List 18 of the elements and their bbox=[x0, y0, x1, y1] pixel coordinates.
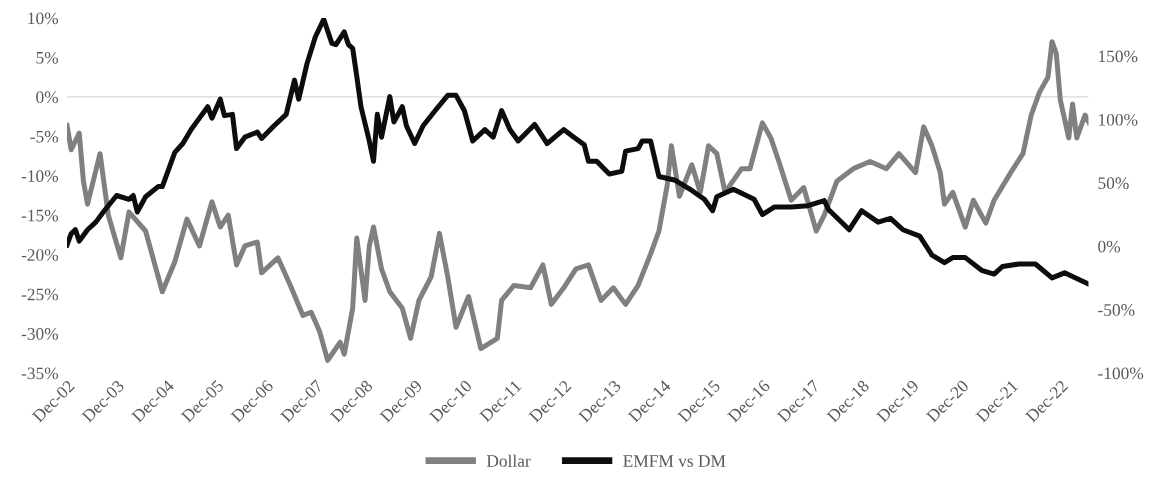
y2-tick-label: 150% bbox=[1099, 50, 1138, 63]
legend-label: EMFM vs DM bbox=[623, 455, 726, 467]
y2-tick-label: -100% bbox=[1098, 367, 1144, 380]
y2-tick-label: 0% bbox=[1098, 240, 1121, 253]
y2-tick-label: 100% bbox=[1099, 113, 1138, 126]
y-tick-label: -15% bbox=[21, 209, 59, 222]
y-tick-label: -30% bbox=[21, 328, 59, 340]
y-tick-label: -20% bbox=[21, 249, 59, 261]
y2-tick-label: -50% bbox=[1098, 304, 1135, 316]
y-tick-label: -5% bbox=[30, 130, 59, 143]
y-tick-label: 5% bbox=[36, 51, 59, 64]
y2-tick-label: 50% bbox=[1098, 177, 1129, 190]
legend-label: Dollar bbox=[486, 454, 531, 467]
y-tick-label: 10% bbox=[28, 12, 59, 25]
y-tick-label: 0% bbox=[36, 91, 59, 104]
y-tick-label: -35% bbox=[21, 367, 59, 380]
y-tick-label: -10% bbox=[21, 170, 59, 183]
y-tick-label: -25% bbox=[21, 288, 59, 301]
